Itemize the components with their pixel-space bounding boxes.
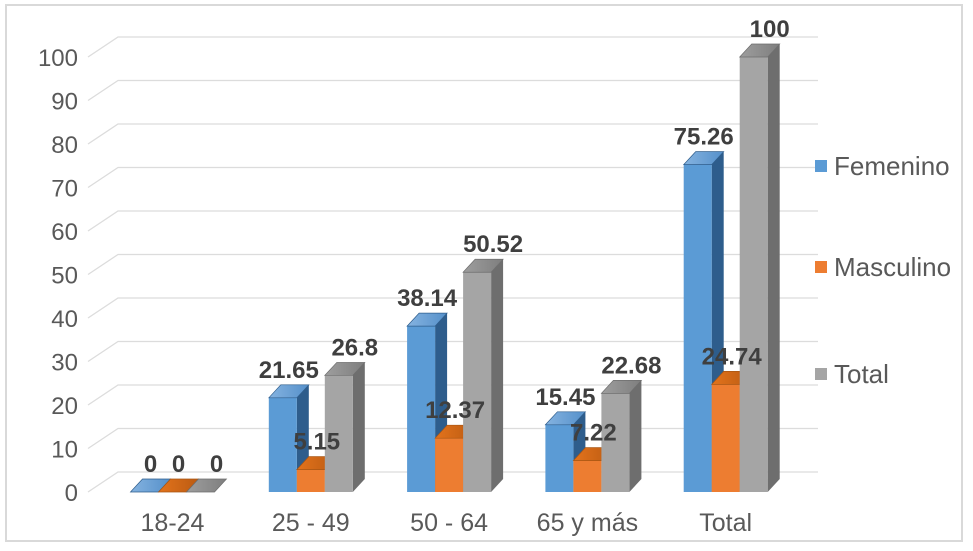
gridline-50 bbox=[87, 253, 818, 276]
bar-total-0[interactable] bbox=[185, 478, 228, 493]
bar-front-face bbox=[573, 460, 602, 492]
gridline-60 bbox=[87, 210, 818, 232]
bars-layer bbox=[129, 43, 781, 493]
bar-front-face bbox=[324, 375, 353, 492]
bar-front-face bbox=[296, 469, 325, 492]
gridline-20 bbox=[87, 384, 818, 406]
y-axis-label-50: 50 bbox=[51, 263, 78, 290]
bar-front-face bbox=[268, 397, 297, 492]
bar-front-face bbox=[407, 326, 436, 492]
bar-top-face bbox=[406, 312, 448, 327]
bar-front-face bbox=[435, 438, 464, 492]
y-axis-label-100: 100 bbox=[38, 45, 78, 72]
x-axis-labels-layer: 18-24 25 - 49 50 - 64 65 y más Total bbox=[141, 509, 753, 537]
data-label-masculino-2: 12.37 bbox=[425, 397, 485, 424]
y-axis-label-80: 80 bbox=[51, 132, 78, 159]
gridline-90 bbox=[87, 79, 818, 102]
bar-front-face bbox=[545, 424, 574, 492]
y-axis-label-70: 70 bbox=[51, 176, 78, 203]
data-labels-layer: 0 0 021.655.1526.838.1412.3750.5215.457.22… bbox=[144, 16, 790, 478]
bar-top-face bbox=[268, 384, 310, 399]
bar-side-face bbox=[491, 259, 504, 492]
y-axis-label-0: 0 bbox=[65, 480, 78, 507]
bar-top-face bbox=[185, 478, 228, 493]
bar-total-3[interactable] bbox=[600, 379, 643, 492]
y-axis-label-60: 60 bbox=[51, 219, 78, 246]
bar-front-face bbox=[711, 384, 740, 492]
x-axis-label-3: 65 y más bbox=[537, 509, 638, 537]
bar-total-1[interactable] bbox=[324, 362, 366, 492]
bar-top-face bbox=[462, 258, 504, 273]
gridline-40 bbox=[87, 297, 818, 319]
bar-side-face bbox=[352, 362, 365, 492]
x-axis-label-1: 25 - 49 bbox=[272, 509, 350, 537]
bar-total-2[interactable] bbox=[462, 258, 504, 492]
bar-total-4[interactable] bbox=[738, 43, 781, 492]
y-axis-labels-layer: 0 10 20 30 40 50 60 70 80 90 100 bbox=[38, 45, 78, 507]
gridline-30 bbox=[87, 340, 818, 363]
data-label-femenino-1: 21.65 bbox=[259, 357, 319, 384]
data-label-total-0: 0 bbox=[210, 451, 223, 478]
x-axis-label-4: Total bbox=[699, 509, 752, 537]
bar-top-face bbox=[324, 362, 366, 376]
data-label-femenino-2: 38.14 bbox=[397, 285, 458, 312]
data-label-masculino-1: 5.15 bbox=[293, 429, 340, 456]
data-label-masculino-4: 24.74 bbox=[702, 343, 763, 370]
bar-side-face bbox=[629, 380, 642, 492]
bar-top-face bbox=[544, 411, 587, 426]
bar-side-face bbox=[767, 44, 780, 492]
data-label-femenino-0: 0 bbox=[144, 451, 157, 478]
data-label-masculino-0: 0 bbox=[172, 451, 185, 478]
gridline-70 bbox=[87, 166, 818, 189]
bar-top-face bbox=[682, 151, 725, 165]
bar-top-face bbox=[600, 379, 643, 394]
data-label-masculino-3: 7.22 bbox=[570, 420, 617, 447]
data-label-femenino-4: 75.26 bbox=[674, 124, 734, 151]
bar-front-face bbox=[463, 272, 492, 492]
y-axis-label-40: 40 bbox=[51, 306, 78, 333]
gridline-80 bbox=[87, 123, 818, 145]
bar-top-face bbox=[738, 43, 781, 58]
bar-front-face bbox=[601, 393, 630, 492]
data-label-total-1: 26.8 bbox=[331, 334, 378, 361]
y-axis-label-20: 20 bbox=[51, 393, 78, 420]
data-label-total-4: 100 bbox=[750, 16, 790, 43]
data-label-total-3: 22.68 bbox=[601, 352, 661, 379]
y-axis-label-10: 10 bbox=[51, 437, 78, 464]
data-label-total-2: 50.52 bbox=[463, 231, 523, 258]
x-axis-label-2: 50 - 64 bbox=[410, 509, 488, 537]
bar-front-face bbox=[739, 57, 768, 492]
bar-front-face bbox=[683, 164, 712, 492]
gridline-100 bbox=[87, 36, 818, 58]
x-axis-label-0: 18-24 bbox=[141, 509, 205, 537]
data-label-femenino-3: 15.45 bbox=[535, 384, 595, 411]
y-axis-label-30: 30 bbox=[51, 350, 78, 377]
y-axis-label-90: 90 bbox=[51, 89, 78, 116]
